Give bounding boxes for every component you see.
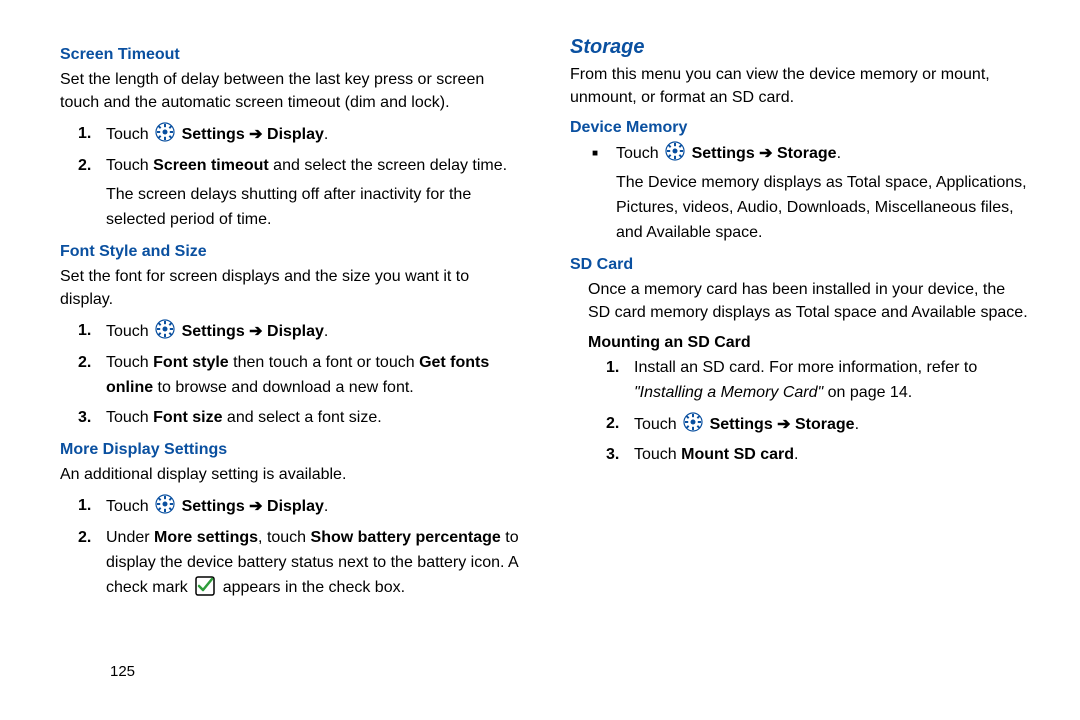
text: . — [794, 446, 798, 463]
heading-more-display: More Display Settings — [60, 441, 520, 459]
text-bold: Mount SD card — [681, 446, 794, 463]
step: Touch Settings ➔ Storage. — [606, 412, 1030, 438]
heading-storage: Storage — [570, 36, 1030, 59]
heading-font-style: Font Style and Size — [60, 243, 520, 261]
text-bold: Settings ➔ Storage — [692, 145, 837, 162]
steps-mounting-sd: Install an SD card. For more information… — [606, 356, 1030, 468]
steps-screen-timeout: Touch Settings ➔ Display. Touch Screen t… — [78, 122, 520, 232]
text: and select the screen delay time. — [269, 157, 507, 174]
text: Under — [106, 529, 154, 546]
settings-gear-icon — [683, 412, 703, 432]
body-storage: From this menu you can view the device m… — [570, 63, 1030, 109]
text: Touch — [634, 446, 681, 463]
settings-gear-icon — [155, 122, 175, 142]
text: Touch — [106, 409, 153, 426]
text: . — [855, 416, 859, 433]
text-bold: Font style — [153, 354, 229, 371]
text: Touch — [106, 323, 153, 340]
text: on page 14. — [823, 384, 912, 401]
text: . — [324, 323, 328, 340]
text-italic: "Installing a Memory Card" — [634, 384, 823, 401]
step: Touch Font style then touch a font or to… — [78, 351, 520, 401]
settings-gear-icon — [155, 494, 175, 514]
text: . — [324, 126, 328, 143]
text-bold: Settings ➔ Display — [182, 126, 324, 143]
text: Touch — [616, 145, 663, 162]
text: Touch — [106, 354, 153, 371]
heading-sd-card: SD Card — [570, 256, 1030, 274]
bullet-continuation: The Device memory displays as Total spac… — [616, 171, 1030, 245]
settings-gear-icon — [665, 141, 685, 161]
text: . — [837, 145, 841, 162]
text: Install an SD card. For more information… — [634, 359, 977, 376]
heading-screen-timeout: Screen Timeout — [60, 46, 520, 64]
body-screen-timeout: Set the length of delay between the last… — [60, 68, 520, 114]
text-bold: Settings ➔ Storage — [710, 416, 855, 433]
left-column: Screen Timeout Set the length of delay b… — [60, 36, 520, 613]
step: Touch Settings ➔ Display. — [78, 122, 520, 148]
text-bold: Screen timeout — [153, 157, 269, 174]
step: Touch Settings ➔ Display. — [78, 494, 520, 520]
heading-device-memory: Device Memory — [570, 119, 1030, 137]
steps-more-display: Touch Settings ➔ Display. Under More set… — [78, 494, 520, 604]
text: Touch — [106, 498, 153, 515]
manual-page: Screen Timeout Set the length of delay b… — [0, 0, 1080, 633]
right-column: Storage From this menu you can view the … — [570, 36, 1030, 613]
text-bold: Font size — [153, 409, 222, 426]
text-bold: Settings ➔ Display — [182, 323, 324, 340]
step: Touch Mount SD card. — [606, 443, 1030, 468]
text: . — [324, 498, 328, 515]
text: appears in the check box. — [218, 579, 405, 596]
text: then touch a font or touch — [229, 354, 419, 371]
step-continuation: The screen delays shutting off after ina… — [106, 183, 520, 233]
step: Touch Font size and select a font size. — [78, 406, 520, 431]
step: Touch Settings ➔ Display. — [78, 319, 520, 345]
text: to browse and download a new font. — [153, 379, 414, 396]
page-number: 125 — [110, 663, 135, 680]
text: Touch — [634, 416, 681, 433]
body-sd-card: Once a memory card has been installed in… — [588, 278, 1030, 324]
step: Touch Screen timeout and select the scre… — [78, 154, 520, 232]
body-more-display: An additional display setting is availab… — [60, 463, 520, 486]
text-bold: More settings — [154, 529, 258, 546]
checkmark-icon — [195, 576, 215, 605]
step: Under More settings, touch Show battery … — [78, 526, 520, 604]
text: Touch — [106, 157, 153, 174]
text: , touch — [258, 529, 310, 546]
settings-gear-icon — [155, 319, 175, 339]
step: Install an SD card. For more information… — [606, 356, 1030, 406]
steps-font-style: Touch Settings ➔ Display. Touch Font sty… — [78, 319, 520, 431]
text-bold: Settings ➔ Display — [182, 498, 324, 515]
text: Touch — [106, 126, 153, 143]
text: and select a font size. — [222, 409, 381, 426]
bullets-device-memory: Touch Settings ➔ Storage. The Device mem… — [588, 141, 1030, 245]
text-bold: Show battery percentage — [311, 529, 501, 546]
body-font-style: Set the font for screen displays and the… — [60, 265, 520, 311]
heading-mounting-sd: Mounting an SD Card — [588, 334, 1030, 352]
bullet: Touch Settings ➔ Storage. The Device mem… — [588, 141, 1030, 245]
